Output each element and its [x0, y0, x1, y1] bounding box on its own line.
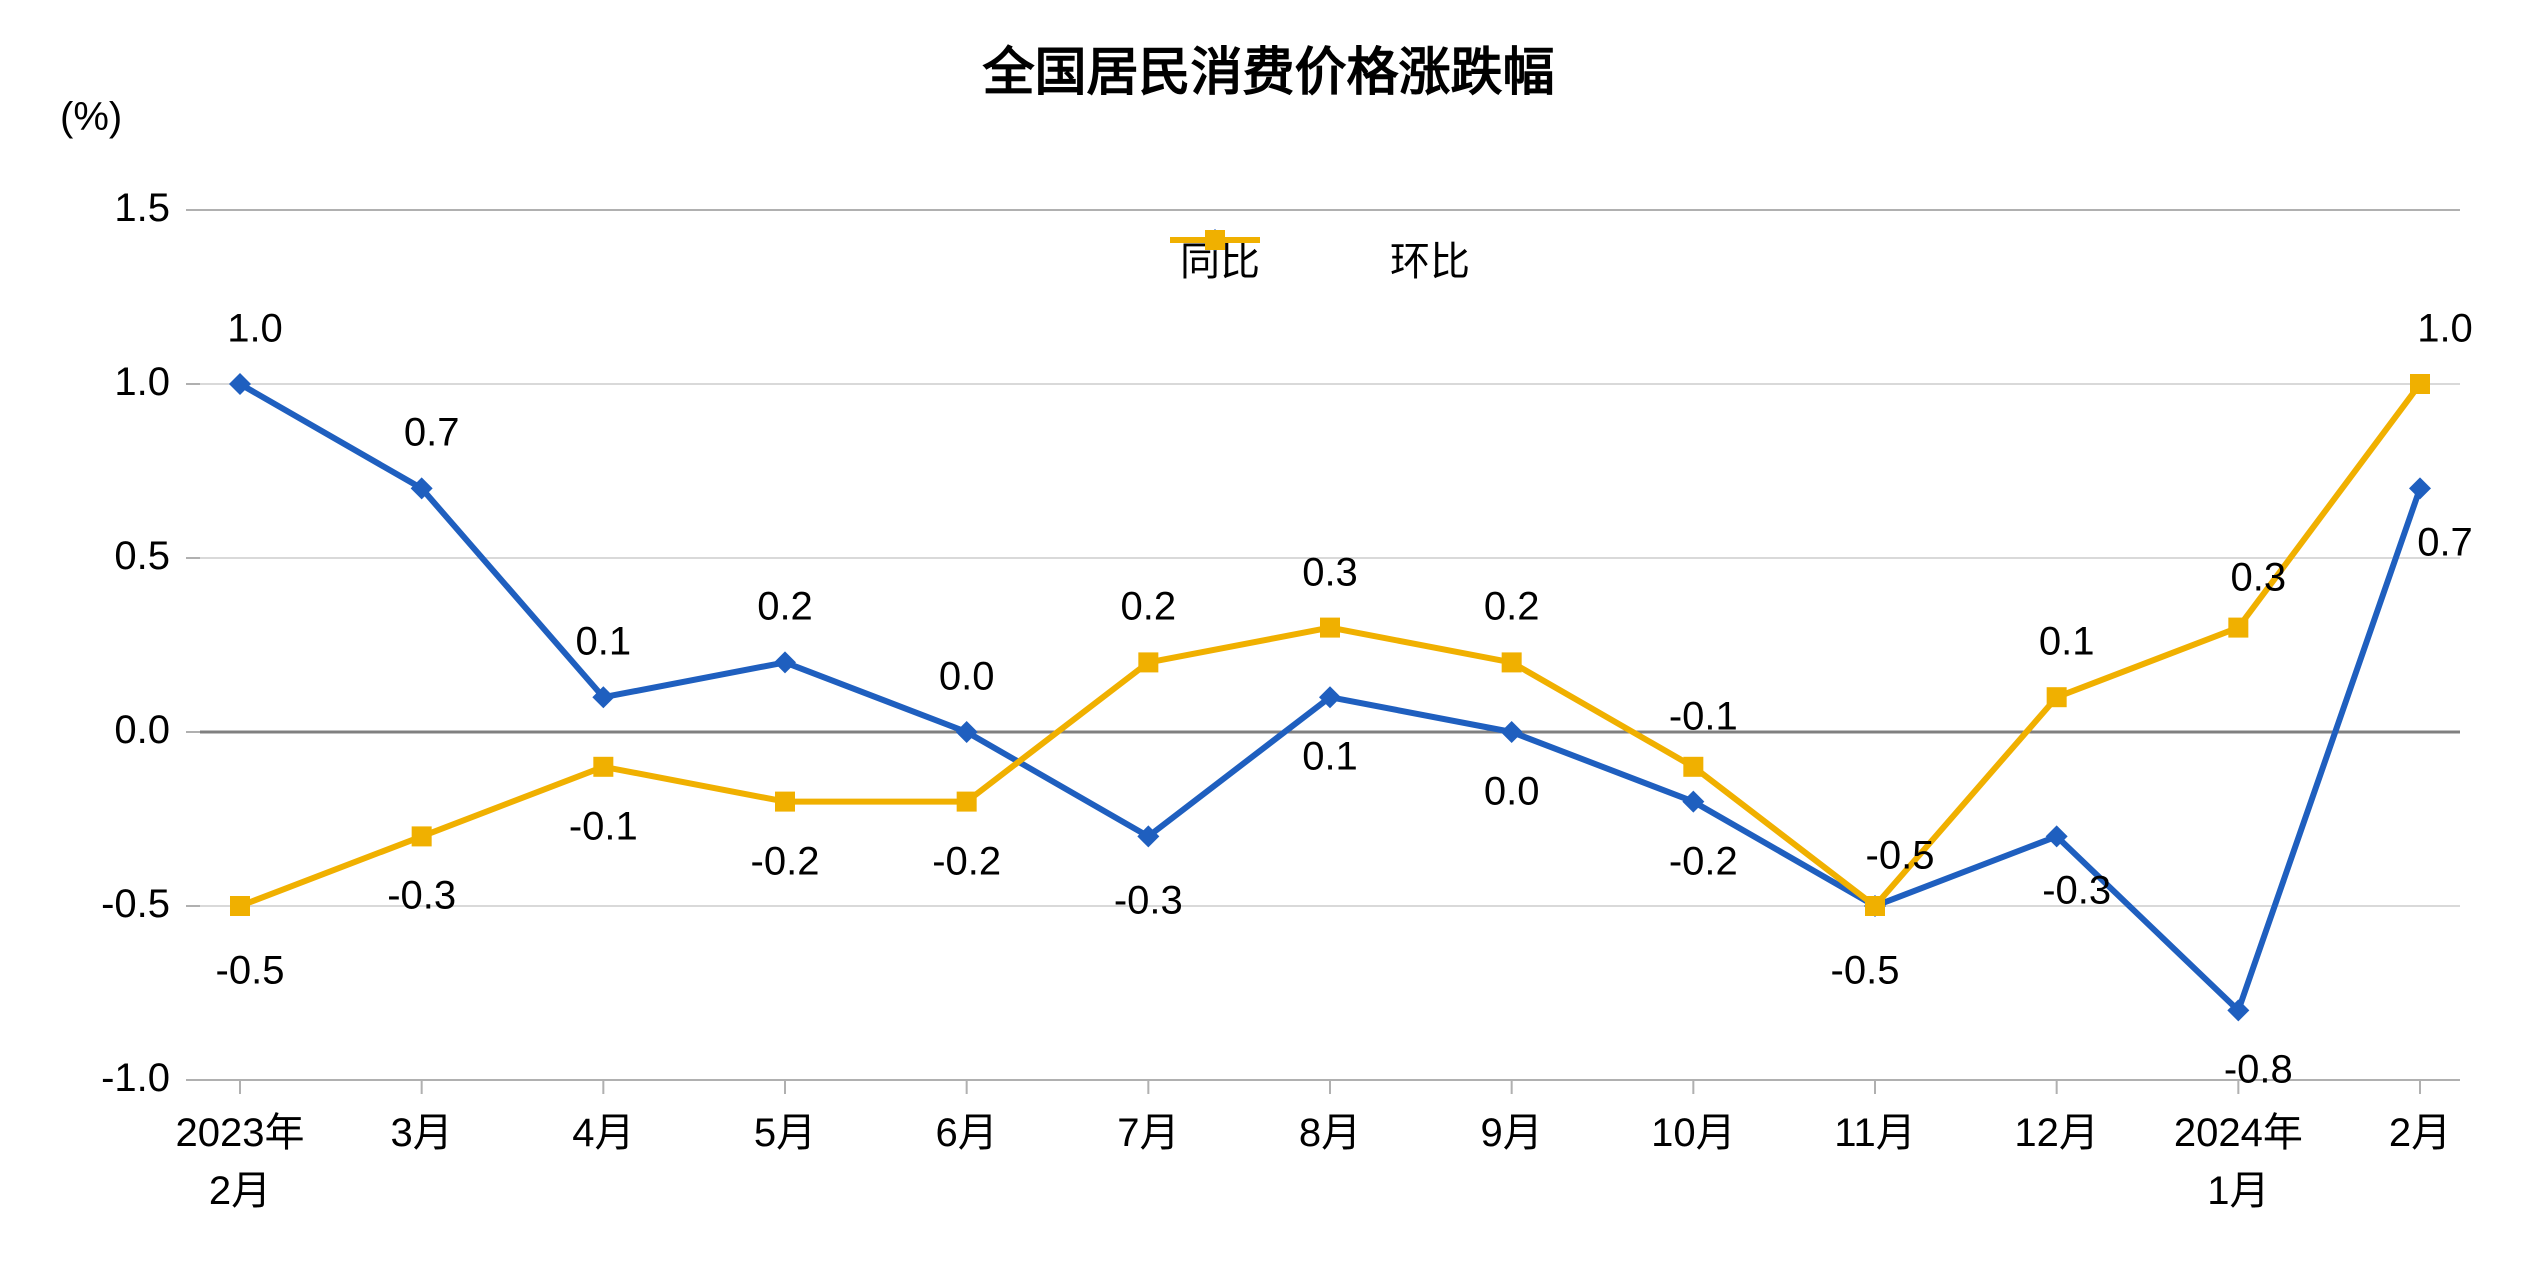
data-point-label: 0.2	[1484, 585, 1540, 630]
chart-canvas	[0, 0, 2537, 1280]
data-point-label: -0.3	[387, 874, 456, 919]
legend-label: 环比	[1390, 229, 1470, 287]
cpi-line-chart: 全国居民消费价格涨跌幅 (%) -1.0-0.50.00.51.01.5 202…	[0, 0, 2537, 1280]
data-point-label: 0.1	[1302, 735, 1358, 780]
data-point-label: -0.2	[1669, 839, 1738, 884]
data-point-label: 0.1	[2039, 620, 2095, 665]
y-tick-label: 0.5	[60, 534, 170, 579]
data-point-label: -0.3	[2042, 869, 2111, 914]
data-point-label: 0.7	[2417, 521, 2473, 566]
y-tick-label: 1.5	[60, 186, 170, 231]
data-point-label: 1.0	[2417, 307, 2473, 352]
data-point-label: 0.0	[1484, 770, 1540, 815]
data-point-label: -0.3	[1114, 879, 1183, 924]
chart-legend: 同比环比	[1170, 225, 1470, 291]
data-point-label: -0.2	[932, 839, 1001, 884]
y-tick-label: -1.0	[60, 1056, 170, 1101]
legend-item: 环比	[1380, 229, 1470, 287]
data-point-label: -0.8	[2224, 1048, 2293, 1093]
data-point-label: 0.2	[757, 585, 813, 630]
data-point-label: 0.3	[2231, 555, 2287, 600]
y-tick-label: 0.0	[60, 708, 170, 753]
y-tick-label: 1.0	[60, 360, 170, 405]
data-point-label: -0.1	[1669, 694, 1738, 739]
data-point-label: -0.5	[1866, 834, 1935, 879]
data-point-label: -0.2	[751, 839, 820, 884]
y-tick-label: -0.5	[60, 882, 170, 927]
data-point-label: 0.0	[939, 655, 995, 700]
data-point-label: 0.1	[576, 620, 632, 665]
x-tick-label: 2月	[2310, 1100, 2530, 1158]
data-point-label: 0.2	[1121, 585, 1177, 630]
data-point-label: 0.7	[404, 411, 460, 456]
data-point-label: -0.1	[569, 804, 638, 849]
data-point-label: 1.0	[227, 307, 283, 352]
data-point-label: 0.3	[1302, 550, 1358, 595]
data-point-label: -0.5	[1831, 949, 1900, 994]
data-point-label: -0.5	[216, 949, 285, 994]
